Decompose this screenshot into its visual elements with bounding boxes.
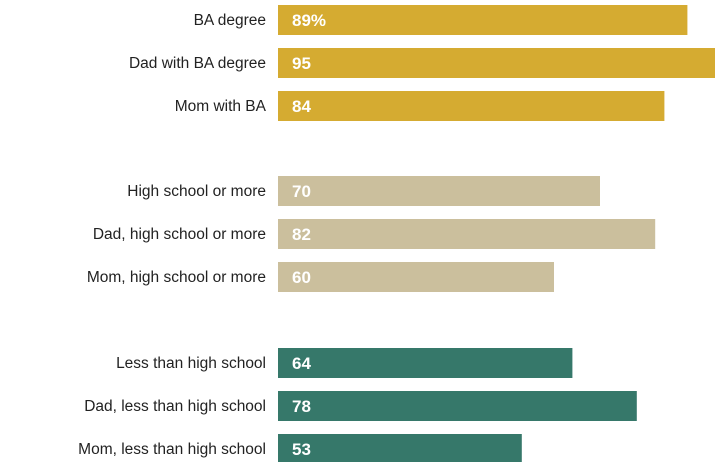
bar-group-3: Less than high school 64 Dad, less than hi… — [78, 348, 637, 462]
bar-group-1: BA degree 89% Dad with BA degree 95 Mom with… — [129, 5, 715, 121]
bar-group-2: High school or more 70 Dad, high school or… — [87, 176, 656, 292]
category-label: BA degree — [194, 12, 266, 29]
bar — [278, 5, 688, 35]
value-label: 53 — [292, 440, 311, 459]
bar — [278, 91, 665, 121]
bar — [278, 219, 656, 249]
category-label: Dad with BA degree — [129, 55, 266, 72]
category-label: Less than high school — [116, 355, 266, 372]
value-label: 89% — [292, 11, 326, 30]
value-label: 78 — [292, 397, 311, 416]
category-label: Mom with BA — [175, 98, 267, 115]
value-label: 84 — [292, 97, 311, 116]
category-label: Mom, less than high school — [78, 441, 266, 458]
value-label: 70 — [292, 182, 311, 201]
category-label: Mom, high school or more — [87, 269, 266, 286]
bar — [278, 176, 600, 206]
value-label: 82 — [292, 225, 311, 244]
bar — [278, 434, 522, 462]
bar — [278, 48, 715, 78]
bar — [278, 391, 637, 421]
category-label: Dad, less than high school — [84, 398, 266, 415]
value-label: 64 — [292, 354, 311, 373]
value-label: 60 — [292, 268, 311, 287]
bar — [278, 348, 573, 378]
category-label: High school or more — [127, 183, 266, 200]
bar — [278, 262, 554, 292]
category-label: Dad, high school or more — [93, 226, 266, 243]
value-label: 95 — [292, 54, 311, 73]
